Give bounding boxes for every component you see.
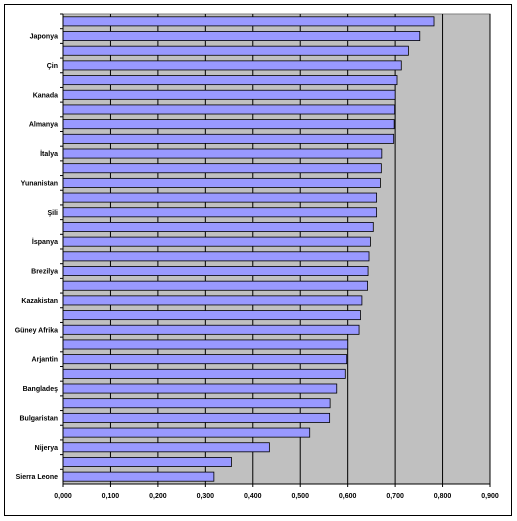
category-label: Kazakistan xyxy=(21,298,58,305)
category-label: Bangladeş xyxy=(23,386,59,393)
bar xyxy=(62,177,381,188)
bar xyxy=(62,383,338,394)
bar xyxy=(62,148,383,159)
category-label: Nijerya xyxy=(35,445,58,452)
bar xyxy=(62,89,396,100)
x-axis: 0,000 0,100 0,200 0,300 0,400 0,500 0,600 0,700… xyxy=(54,483,499,500)
bar xyxy=(62,31,421,41)
x-tick-label: 0,900 xyxy=(481,493,499,500)
bar xyxy=(62,471,215,482)
bar xyxy=(62,324,360,335)
bar xyxy=(62,295,363,306)
x-tick-label: 0,500 xyxy=(291,493,309,500)
category-label: Bulgaristan xyxy=(19,415,58,422)
x-tick-label: 0,700 xyxy=(386,493,404,500)
bar xyxy=(62,75,398,86)
x-tick-label: 0,100 xyxy=(102,493,120,500)
x-tick-label: 0,200 xyxy=(149,493,167,500)
bar xyxy=(62,207,378,218)
category-label: Arjantin xyxy=(32,357,58,364)
bar xyxy=(62,266,369,276)
x-tick-label: 0,000 xyxy=(54,493,72,500)
bar xyxy=(62,236,371,247)
bar xyxy=(62,163,382,174)
x-tick-label: 0,400 xyxy=(244,493,262,500)
bar xyxy=(62,192,378,203)
category-label: Yunanistan xyxy=(21,180,58,187)
chart-frame xyxy=(4,4,512,516)
bar xyxy=(62,119,395,130)
bar xyxy=(62,412,331,423)
category-label: Kanada xyxy=(33,92,58,99)
category-label: İtalya xyxy=(40,150,58,158)
x-tick-label: 0,300 xyxy=(197,493,215,500)
bar xyxy=(62,310,361,321)
bar xyxy=(62,457,232,467)
category-label: Brezilya xyxy=(31,269,58,276)
category-label: Almanya xyxy=(29,122,58,129)
category-label: Güney Afrika xyxy=(15,327,58,334)
bar xyxy=(62,45,409,56)
bar xyxy=(62,104,396,115)
bar xyxy=(62,368,346,379)
x-tick-label: 0,600 xyxy=(339,493,357,500)
category-label: Şili xyxy=(47,210,58,217)
category-label: Sierra Leone xyxy=(16,474,59,481)
bar xyxy=(62,354,348,365)
x-tick-label: 0,800 xyxy=(434,493,452,500)
bars xyxy=(62,16,435,482)
bar xyxy=(62,398,331,409)
category-label: Japonya xyxy=(30,34,59,41)
bar xyxy=(62,60,402,71)
bar xyxy=(62,222,374,232)
bar xyxy=(62,442,270,453)
category-label: İspanya xyxy=(32,238,58,246)
bar xyxy=(62,427,311,438)
category-label: Çin xyxy=(47,63,58,70)
bar xyxy=(62,280,368,291)
bar xyxy=(62,339,349,350)
category-labels: Japonya Çin Kanada Almanya İtalya Yunanistan Ş… xyxy=(15,13,64,484)
bar xyxy=(62,133,395,144)
bar xyxy=(62,16,435,27)
bar xyxy=(62,251,370,262)
